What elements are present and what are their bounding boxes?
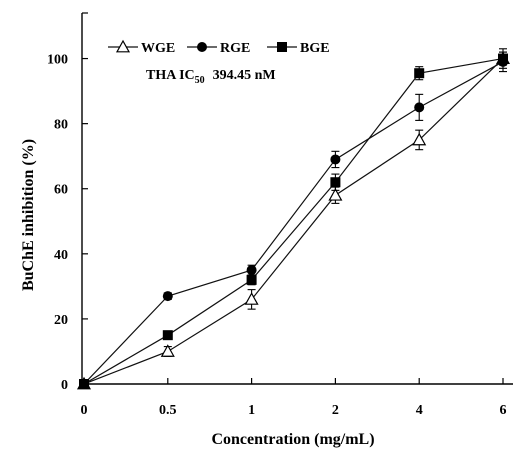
y-tick-label-100: 100 bbox=[47, 53, 68, 68]
point-bge-3 bbox=[330, 177, 341, 188]
thA-ic50-annotation: THA IC50 394.45 nM bbox=[146, 68, 276, 86]
axes: 0 20 40 60 80 100 0 0.5 1 2 4 6 bbox=[47, 12, 513, 418]
y-tick-label-0: 0 bbox=[61, 378, 68, 393]
series-line-rge bbox=[83, 61, 504, 385]
series-line-bge bbox=[83, 57, 504, 385]
x-tick-label-0: 0 bbox=[81, 403, 88, 418]
x-tick-label-1: 1 bbox=[248, 403, 255, 418]
series-line-wge bbox=[83, 58, 504, 385]
annotation-value: 394.45 nM bbox=[213, 68, 276, 83]
legend: WGE RGE BGE bbox=[108, 39, 330, 56]
y-tick-label-40: 40 bbox=[54, 248, 68, 263]
annotation-prefix: THA IC bbox=[146, 68, 195, 83]
point-rge-4 bbox=[414, 102, 425, 113]
y-tick-label-20: 20 bbox=[54, 313, 68, 328]
y-ticks: 0 20 40 60 80 100 bbox=[47, 12, 88, 393]
legend-marker-bge bbox=[277, 42, 287, 52]
point-bge-1 bbox=[162, 330, 173, 341]
series-rge bbox=[79, 51, 508, 389]
point-wge-2 bbox=[244, 292, 259, 305]
point-bge-0 bbox=[79, 379, 89, 389]
x-tick-label-4: 4 bbox=[416, 403, 423, 418]
x-tick-label-0.5: 0.5 bbox=[159, 403, 177, 418]
point-bge-4 bbox=[414, 68, 425, 79]
legend-label-rge: RGE bbox=[220, 41, 250, 56]
series-wge bbox=[76, 51, 511, 390]
y-tick-label-80: 80 bbox=[54, 118, 68, 133]
point-wge-1 bbox=[160, 344, 175, 357]
point-rge-2 bbox=[246, 265, 257, 276]
x-tick-label-2: 2 bbox=[332, 403, 339, 418]
plot-area bbox=[76, 48, 511, 390]
x-tick-label-6: 6 bbox=[500, 403, 507, 418]
y-tick-label-60: 60 bbox=[54, 183, 68, 198]
point-bge-2 bbox=[246, 274, 257, 285]
point-rge-3 bbox=[330, 154, 341, 165]
legend-marker-rge bbox=[197, 42, 207, 52]
legend-marker-wge bbox=[115, 39, 131, 53]
point-wge-4 bbox=[412, 132, 427, 146]
legend-label-bge: BGE bbox=[300, 41, 330, 56]
point-bge-5 bbox=[498, 53, 508, 64]
y-axis-title: BuChE inhibition (%) bbox=[20, 139, 37, 291]
series-bge bbox=[79, 48, 508, 389]
legend-label-wge: WGE bbox=[141, 41, 175, 56]
x-axis-title: Concentration (mg/mL) bbox=[211, 431, 374, 448]
x-ticks: 0 0.5 1 2 4 6 bbox=[81, 378, 507, 418]
annotation-subscript: 50 bbox=[195, 75, 205, 86]
point-wge-3 bbox=[328, 188, 343, 201]
point-rge-1 bbox=[162, 291, 173, 302]
